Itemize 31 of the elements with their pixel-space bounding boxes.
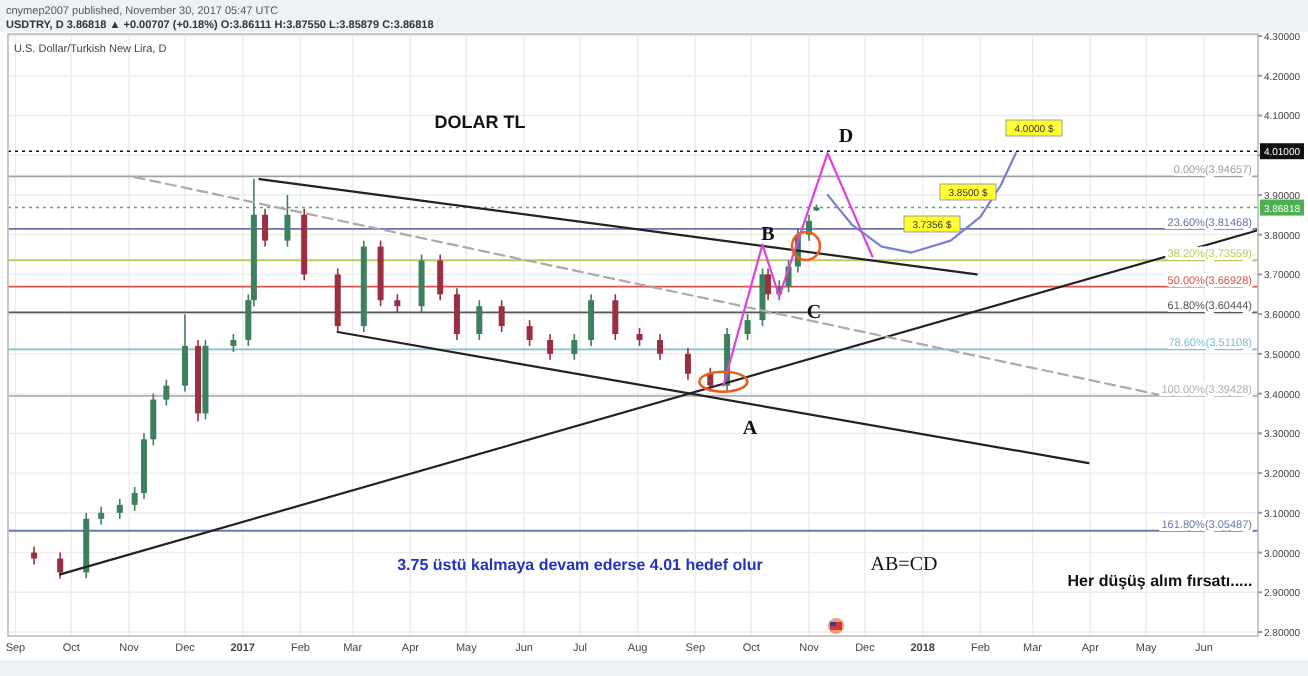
candlestick [476, 299, 483, 341]
candlestick [57, 551, 64, 580]
annotation: A [742, 418, 759, 440]
candlestick [163, 378, 170, 407]
candlestick [744, 313, 751, 341]
candlestick [765, 267, 772, 302]
candlestick [657, 333, 664, 361]
candlestick [181, 313, 188, 393]
candlestick [116, 498, 123, 520]
candlestick [547, 333, 554, 361]
candlestick [150, 392, 157, 447]
candlestick [612, 293, 619, 341]
candlestick [284, 194, 291, 248]
annotation: Her düşüş alım fırsatı..... [1067, 572, 1253, 590]
annotation: B [761, 224, 776, 246]
candlestick [453, 287, 460, 341]
annotation: AB=CD [870, 554, 938, 576]
annotation: D [838, 126, 854, 148]
candlestick [262, 208, 269, 248]
candlestick [418, 253, 425, 313]
candlestick [437, 253, 444, 302]
candlestick [571, 333, 578, 361]
candlestick [684, 347, 691, 381]
line-series [826, 152, 1017, 254]
annotation: 3.75 üstü kalmaya devam ederse 4.01 hedef olur [397, 556, 763, 574]
candlestick [131, 486, 138, 512]
text: DOLAR TL [434, 112, 527, 132]
candlestick [588, 293, 595, 347]
candlestick [759, 267, 766, 327]
candlestick [526, 319, 533, 347]
candlestick [498, 299, 505, 333]
